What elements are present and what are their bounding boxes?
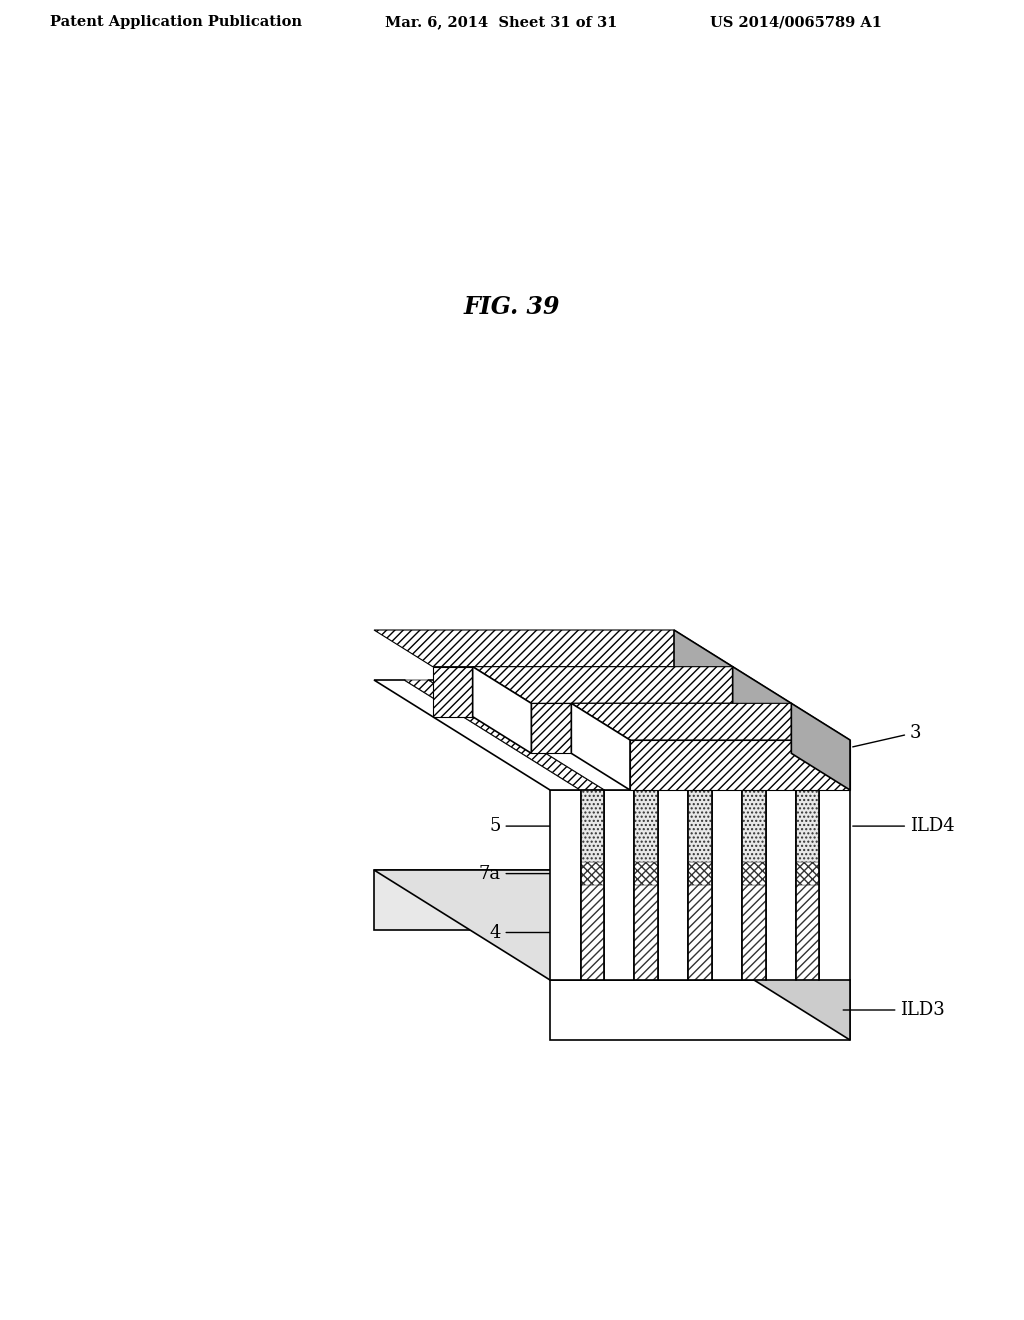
Polygon shape [688, 789, 712, 862]
Polygon shape [796, 884, 819, 979]
Polygon shape [819, 789, 850, 979]
Polygon shape [674, 870, 850, 1040]
Polygon shape [796, 789, 819, 862]
Text: 3: 3 [853, 723, 922, 747]
Polygon shape [571, 704, 630, 789]
Polygon shape [374, 870, 850, 979]
Polygon shape [581, 789, 604, 862]
Polygon shape [674, 630, 732, 717]
Text: ILD4: ILD4 [853, 817, 954, 836]
Polygon shape [657, 789, 688, 979]
Polygon shape [566, 680, 766, 789]
Polygon shape [374, 680, 581, 789]
Text: Patent Application Publication: Patent Application Publication [50, 15, 302, 29]
Polygon shape [766, 789, 796, 979]
Polygon shape [536, 680, 742, 789]
Text: US 2014/0065789 A1: US 2014/0065789 A1 [710, 15, 882, 29]
Text: Mar. 6, 2014  Sheet 31 of 31: Mar. 6, 2014 Sheet 31 of 31 [385, 15, 617, 29]
Polygon shape [404, 680, 604, 789]
Polygon shape [796, 862, 819, 884]
Polygon shape [742, 789, 766, 862]
Polygon shape [512, 680, 712, 789]
Polygon shape [473, 667, 792, 704]
Polygon shape [688, 884, 712, 979]
Text: 4: 4 [489, 924, 578, 941]
Polygon shape [621, 680, 819, 789]
Polygon shape [428, 680, 635, 789]
Polygon shape [742, 884, 766, 979]
Polygon shape [481, 680, 688, 789]
Polygon shape [643, 680, 850, 789]
Polygon shape [792, 704, 850, 789]
Polygon shape [531, 704, 792, 754]
Polygon shape [473, 667, 531, 754]
Polygon shape [604, 789, 635, 979]
Polygon shape [581, 862, 604, 884]
Polygon shape [635, 862, 657, 884]
Polygon shape [550, 979, 850, 1040]
Polygon shape [712, 789, 742, 979]
Polygon shape [550, 789, 581, 979]
Polygon shape [635, 789, 657, 862]
Text: 5: 5 [489, 817, 578, 836]
Polygon shape [581, 884, 604, 979]
Polygon shape [635, 884, 657, 979]
Polygon shape [459, 680, 657, 789]
Polygon shape [571, 704, 850, 741]
Text: 7a: 7a [478, 865, 578, 883]
Polygon shape [590, 680, 796, 789]
Text: FIG. 39: FIG. 39 [464, 294, 560, 319]
Text: ILD3: ILD3 [843, 1001, 945, 1019]
Polygon shape [630, 741, 850, 789]
Polygon shape [742, 862, 766, 884]
Polygon shape [374, 630, 732, 667]
Polygon shape [374, 870, 674, 931]
Polygon shape [688, 862, 712, 884]
Polygon shape [732, 667, 792, 754]
Polygon shape [433, 667, 732, 717]
